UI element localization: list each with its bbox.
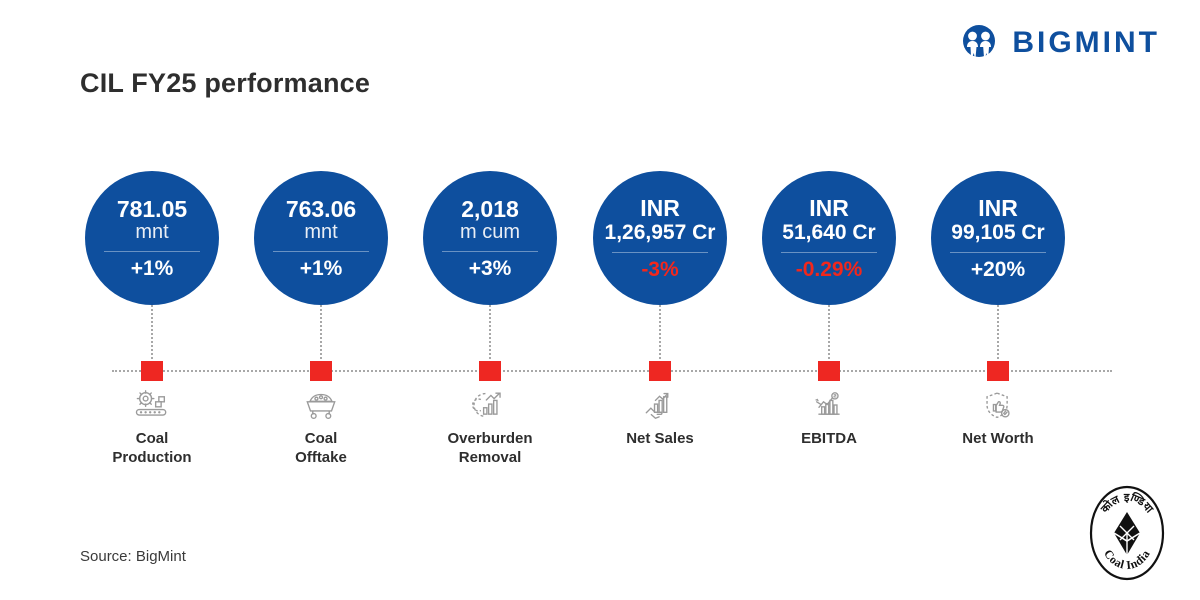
timeline-marker [818, 361, 840, 381]
bubble-divider [950, 251, 1046, 253]
metric-primary-value: INR [640, 195, 680, 222]
bubble-divider [612, 251, 708, 253]
metric-primary-value: 781.05 [116, 195, 188, 222]
metric-primary-value: INR [978, 195, 1018, 222]
hand-bar-chart-icon [637, 385, 683, 425]
bubble-divider [273, 251, 369, 253]
metric-change: -0.29% [795, 257, 863, 281]
metric-change: +1% [299, 257, 343, 281]
bubble-connector [828, 305, 830, 363]
bubble-connector [489, 305, 491, 363]
metric-unit: m cum [460, 221, 520, 244]
bubble-connector [659, 305, 661, 363]
metric-label: Coal Production [112, 430, 192, 466]
bubble-connector [997, 305, 999, 363]
bigmint-wordmark: BIGMINT [1012, 26, 1160, 59]
source-note: Source: BigMint [80, 548, 186, 565]
metric-change: +3% [468, 257, 512, 281]
growth-chart-money-icon [806, 385, 852, 425]
metric-change: -3% [641, 257, 679, 281]
metric-unit: mnt [304, 221, 338, 244]
metric-change: +1% [130, 257, 174, 281]
metric-bubble: 781.05 mnt +1% [85, 171, 219, 305]
metric-label: Coal Offtake [295, 430, 347, 466]
metric-change: +20% [970, 257, 1026, 281]
metric-label: Net Sales [626, 430, 694, 447]
metric-label: Overburden Removal [447, 430, 533, 466]
timeline-marker [649, 361, 671, 381]
metric-bubble: INR 1,26,957 Cr -3% [593, 171, 727, 305]
bigmint-people-circle-icon [958, 22, 1000, 64]
coal-cart-icon [298, 385, 344, 425]
metric-bubble: 763.06 mnt +1% [254, 171, 388, 305]
page-title: CIL FY25 performance [80, 68, 371, 98]
metric-primary-value: 763.06 [285, 195, 357, 222]
timeline-marker [987, 361, 1009, 381]
metric-primary-value: INR [809, 195, 849, 222]
bigmint-logo: BIGMINT [958, 22, 1160, 64]
gear-conveyor-icon [129, 385, 175, 425]
metric-bubble: INR 99,105 Cr +20% [931, 171, 1065, 305]
metric-unit: mnt [135, 221, 169, 244]
metric-unit: 1,26,957 Cr [604, 220, 716, 244]
metric-label: Net Worth [962, 430, 1034, 447]
gear-bar-chart-icon [467, 385, 513, 425]
shield-thumbs-up-icon [975, 385, 1021, 425]
bubble-connector [320, 305, 322, 363]
bubble-divider [104, 251, 200, 253]
bubble-connector [151, 305, 153, 363]
coal-india-logo: कोल इण्डिया Coal India [1084, 481, 1170, 585]
metric-unit: 51,640 Cr [782, 220, 876, 244]
bubble-divider [781, 251, 877, 253]
timeline-marker [141, 361, 163, 381]
metric-bubble: INR 51,640 Cr -0.29% [762, 171, 896, 305]
timeline-marker [479, 361, 501, 381]
metric-bubble: 2,018 m cum +3% [423, 171, 557, 305]
metric-label: EBITDA [801, 430, 857, 447]
timeline-axis [112, 370, 1112, 372]
metric-unit: 99,105 Cr [951, 220, 1045, 244]
bubble-divider [442, 251, 538, 253]
timeline-marker [310, 361, 332, 381]
metric-primary-value: 2,018 [461, 195, 519, 222]
